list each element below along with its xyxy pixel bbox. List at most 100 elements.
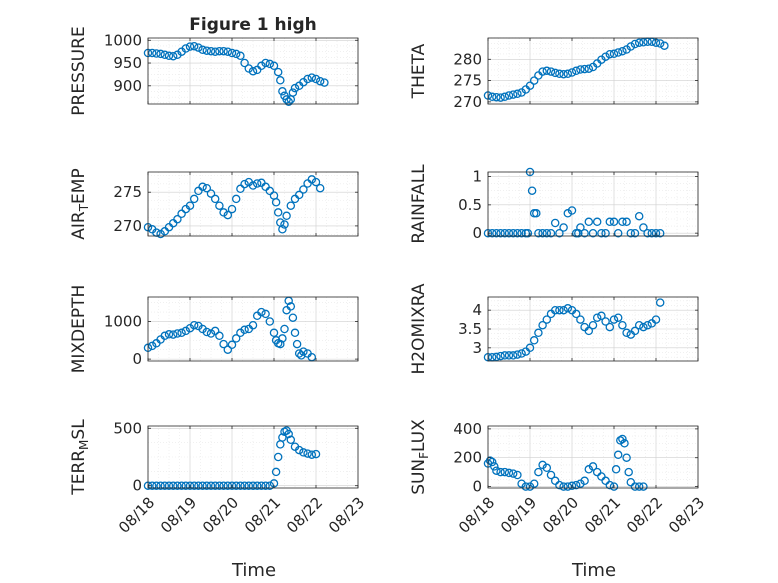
- data-point: [504, 91, 514, 100]
- data-point: [534, 467, 543, 477]
- data-point: [189, 481, 199, 490]
- data-point: [622, 328, 631, 338]
- y-axis-label: THETA: [409, 43, 429, 99]
- data-point: [605, 49, 615, 59]
- data-point: [282, 95, 291, 104]
- axes-box: [147, 296, 359, 362]
- series-markers: [483, 37, 669, 102]
- data-point: [592, 313, 602, 322]
- data-point: [284, 429, 293, 439]
- data-point: [160, 481, 170, 490]
- data-point: [601, 317, 610, 326]
- y-tick-label: 900: [113, 77, 142, 95]
- series-markers: [483, 298, 665, 362]
- data-point: [210, 481, 220, 490]
- data-point: [626, 228, 636, 238]
- data-point: [630, 228, 640, 238]
- x-tick-label: 08/19: [157, 494, 200, 537]
- data-point: [177, 209, 186, 219]
- data-point: [630, 326, 640, 336]
- data-point: [189, 41, 199, 51]
- data-point: [206, 46, 216, 56]
- data-point: [538, 460, 547, 470]
- data-point: [550, 305, 560, 315]
- data-point: [219, 208, 228, 217]
- data-point: [597, 228, 606, 238]
- series-markers: [483, 434, 648, 491]
- data-point: [639, 38, 648, 47]
- data-point: [273, 452, 283, 462]
- data-point: [164, 481, 174, 490]
- x-axis-label: Time: [571, 560, 616, 581]
- data-point: [278, 334, 287, 343]
- data-point: [271, 467, 281, 477]
- data-point: [542, 315, 552, 324]
- data-point: [550, 476, 560, 486]
- axes-box: [487, 425, 699, 489]
- data-point: [156, 49, 165, 59]
- data-point: [257, 61, 266, 71]
- x-tick-label: 08/19: [497, 494, 540, 537]
- data-point: [231, 481, 241, 490]
- data-point: [651, 315, 661, 324]
- data-point: [580, 64, 589, 74]
- data-point: [605, 322, 615, 332]
- data-point: [655, 39, 665, 48]
- data-point: [303, 449, 312, 458]
- data-point: [660, 41, 669, 50]
- data-point: [525, 343, 535, 353]
- data-point: [538, 320, 547, 330]
- data-point: [574, 228, 583, 238]
- data-point: [164, 51, 174, 61]
- data-point: [618, 434, 627, 444]
- data-point: [626, 42, 636, 51]
- data-point: [529, 76, 539, 85]
- data-point: [227, 481, 237, 490]
- axes-box: [487, 37, 699, 105]
- y-tick-label: 400: [453, 420, 482, 438]
- y-tick-label: 1000: [104, 31, 142, 49]
- data-point: [292, 339, 302, 349]
- y-tick-label: 0: [472, 478, 482, 496]
- data-point: [185, 42, 195, 51]
- data-point: [542, 228, 552, 238]
- axes-box: [487, 171, 699, 237]
- y-tick-label: 280: [453, 50, 482, 68]
- data-point: [559, 482, 568, 491]
- data-point: [248, 481, 258, 490]
- data-point: [655, 228, 665, 238]
- data-point: [156, 481, 165, 490]
- data-point: [513, 350, 522, 359]
- y-axis-label: MIXDEPTH: [69, 285, 89, 374]
- data-point: [622, 217, 631, 227]
- data-point: [202, 46, 212, 55]
- data-point: [315, 183, 325, 193]
- data-point: [202, 183, 212, 193]
- data-point: [177, 481, 186, 490]
- y-tick-label: 950: [113, 54, 142, 72]
- data-point: [280, 220, 289, 229]
- data-point: [504, 468, 514, 478]
- data-point: [206, 481, 216, 490]
- data-point: [500, 228, 510, 238]
- figure-title: Figure 1 high: [189, 15, 317, 35]
- data-point: [168, 481, 178, 490]
- data-point: [555, 305, 564, 315]
- y-axis-label: AIRTEMP: [69, 168, 91, 239]
- data-point: [588, 320, 598, 330]
- data-point: [152, 481, 161, 490]
- data-point: [198, 45, 207, 55]
- grid: [147, 172, 359, 236]
- data-point: [210, 194, 220, 204]
- data-point: [315, 76, 325, 86]
- data-point: [611, 465, 621, 474]
- data-point: [210, 47, 220, 56]
- y-tick-label: 0: [472, 224, 482, 242]
- x-tick-label: 08/23: [665, 494, 708, 537]
- data-point: [576, 223, 585, 232]
- y-tick-label: 275: [113, 183, 142, 201]
- data-point: [257, 307, 266, 317]
- data-point: [592, 467, 602, 477]
- data-point: [240, 481, 249, 490]
